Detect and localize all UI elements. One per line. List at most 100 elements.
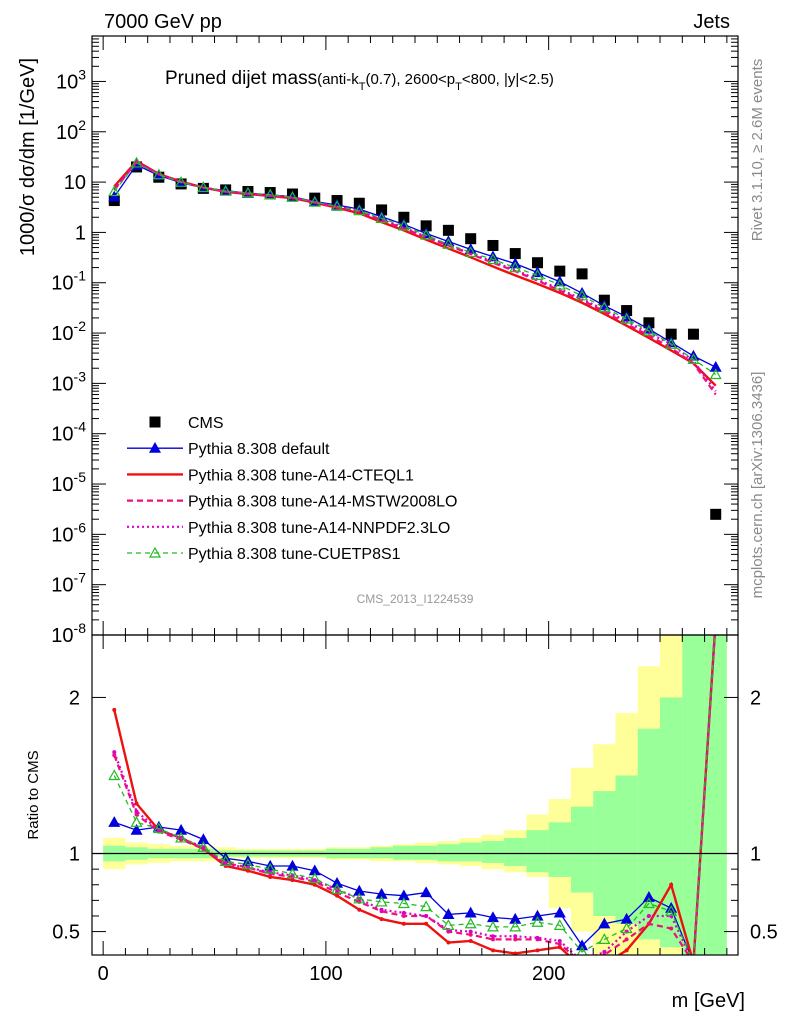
ratio-point bbox=[490, 934, 495, 939]
band-green-bin bbox=[615, 775, 638, 924]
ratio-point bbox=[602, 949, 607, 954]
band-green-bin bbox=[415, 845, 438, 860]
marker-open-triangle bbox=[442, 919, 455, 930]
y-tick-exponent: -6 bbox=[74, 519, 87, 535]
marker-open-triangle bbox=[175, 831, 188, 843]
ratio-point bbox=[513, 934, 518, 939]
ratio-point bbox=[401, 913, 406, 918]
ratio-y-tick-label: 2 bbox=[69, 687, 80, 709]
marker-square bbox=[149, 416, 161, 428]
ratio-point bbox=[557, 942, 562, 947]
ratio-series bbox=[108, 635, 716, 955]
marker-open-triangle bbox=[620, 312, 633, 324]
y-tick-base: 10 bbox=[56, 71, 78, 93]
ratio-point bbox=[401, 910, 406, 915]
band-green-bin bbox=[481, 841, 505, 863]
band-green-bin bbox=[392, 845, 415, 860]
ratio-point bbox=[646, 921, 651, 926]
marker-open-triangle bbox=[486, 920, 499, 932]
marker-square bbox=[442, 224, 454, 236]
marker-open-triangle bbox=[709, 368, 722, 380]
y-tick-exponent: -5 bbox=[74, 469, 87, 485]
marker-open-triangle bbox=[353, 892, 366, 904]
ratio-point bbox=[424, 921, 429, 926]
marker-open-triangle bbox=[665, 337, 678, 349]
ratio-point bbox=[646, 913, 651, 918]
mcplots-label: mcplots.cern.ch [arXiv:1306.3436] bbox=[749, 372, 766, 599]
y-tick-exponent: -7 bbox=[74, 570, 87, 586]
marker-square bbox=[576, 268, 588, 280]
band-green-bin bbox=[437, 844, 460, 862]
marker-open-triangle bbox=[148, 546, 162, 558]
ratio-point bbox=[557, 938, 562, 943]
marker-triangle bbox=[709, 360, 722, 372]
marker-open-triangle bbox=[108, 185, 121, 197]
marker-open-triangle bbox=[264, 188, 277, 200]
marker-square bbox=[420, 220, 432, 232]
marker-triangle bbox=[130, 823, 143, 835]
band-green-bin bbox=[660, 697, 683, 948]
marker-open-triangle bbox=[665, 905, 678, 916]
marker-triangle bbox=[108, 816, 121, 827]
ratio-point bbox=[446, 940, 451, 945]
marker-open-triangle bbox=[642, 324, 655, 336]
series-line bbox=[113, 160, 717, 396]
series-line bbox=[113, 164, 717, 368]
main-series bbox=[108, 156, 722, 520]
ratio-point bbox=[535, 948, 540, 953]
ratio-bands bbox=[103, 635, 727, 955]
ratio-point bbox=[424, 913, 429, 918]
marker-open-triangle bbox=[553, 278, 566, 290]
marker-open-triangle bbox=[241, 186, 254, 198]
ratio-point bbox=[513, 937, 518, 942]
marker-square bbox=[687, 328, 699, 340]
marker-open-triangle bbox=[420, 900, 433, 912]
ratio-line bbox=[114, 635, 716, 955]
y-tick-base: 10 bbox=[51, 273, 73, 295]
marker-square bbox=[465, 233, 477, 245]
marker-open-triangle bbox=[108, 769, 121, 781]
ratio-point bbox=[468, 929, 473, 934]
ratio-point bbox=[624, 937, 629, 942]
y-tick-base: 10 bbox=[51, 575, 73, 597]
legend: CMS Pythia 8.308 default Pythia 8.308 tune… bbox=[127, 415, 457, 563]
ratio-point bbox=[401, 921, 406, 926]
marker-square bbox=[554, 265, 566, 277]
band-green-bin bbox=[370, 847, 393, 859]
marker-open-triangle bbox=[397, 897, 410, 909]
subscript-t: T bbox=[455, 81, 462, 93]
y-tick-label: 10-7 bbox=[51, 570, 86, 597]
watermark: CMS_2013_I1224539 bbox=[357, 592, 474, 606]
ratio-y-tick-label: 1 bbox=[69, 844, 80, 866]
marker-triangle bbox=[531, 909, 544, 921]
marker-open-triangle bbox=[197, 841, 210, 852]
marker-open-triangle bbox=[264, 862, 277, 874]
marker-open-triangle bbox=[509, 261, 522, 273]
marker-square bbox=[621, 305, 633, 317]
marker-open-triangle bbox=[687, 353, 700, 364]
y-tick-label: 10-6 bbox=[51, 519, 86, 546]
y-tick-exponent: -3 bbox=[74, 368, 87, 384]
marker-open-triangle bbox=[598, 933, 611, 944]
marker-open-triangle bbox=[308, 195, 321, 207]
marker-open-triangle bbox=[219, 184, 232, 196]
ratio-y-tick-label-right: 0.5 bbox=[750, 922, 778, 944]
header-left: 7000 GeV pp bbox=[104, 11, 222, 33]
y-tick-label: 102 bbox=[56, 117, 86, 144]
ratio-point bbox=[134, 809, 139, 814]
marker-open-triangle bbox=[130, 816, 143, 827]
y-tick-exponent: 2 bbox=[78, 117, 86, 133]
marker-open-triangle bbox=[397, 219, 410, 231]
marker-triangle bbox=[331, 876, 344, 888]
ratio-point bbox=[245, 868, 250, 873]
y-tick-exponent: -4 bbox=[74, 419, 87, 435]
marker-triangle bbox=[553, 906, 566, 918]
band-green-bin bbox=[548, 822, 571, 877]
ratio-series-group bbox=[108, 635, 716, 955]
marker-open-triangle bbox=[531, 915, 544, 927]
marker-triangle bbox=[420, 886, 433, 898]
y-axis-label: 1000/σ dσ/dm [1/GeV] bbox=[17, 58, 39, 256]
marker-open-triangle bbox=[353, 204, 366, 216]
marker-open-triangle bbox=[620, 922, 633, 934]
x-tick-label: 0 bbox=[98, 963, 109, 985]
